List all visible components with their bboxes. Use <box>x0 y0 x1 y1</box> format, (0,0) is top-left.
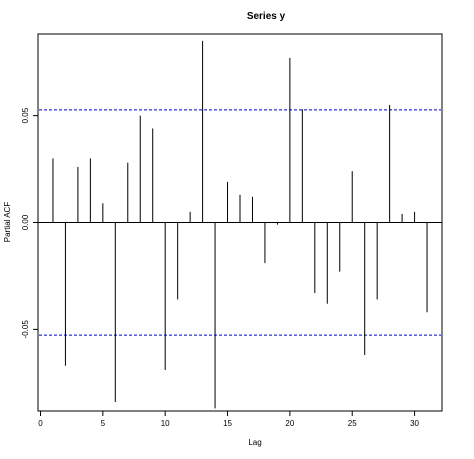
y-axis-label: Partial ACF <box>3 202 12 243</box>
y-tick-label: 0.00 <box>21 214 30 230</box>
x-tick-label: 20 <box>285 419 294 428</box>
x-tick-label: 0 <box>38 419 43 428</box>
x-tick-label: 15 <box>223 419 232 428</box>
y-tick-label: -0.05 <box>21 320 30 339</box>
x-axis-label: Lag <box>248 438 261 447</box>
y-tick-label: 0.05 <box>21 107 30 123</box>
y-axis: -0.05 0.00 0.05 <box>21 107 38 338</box>
x-tick-label: 30 <box>410 419 419 428</box>
x-tick-label: 5 <box>101 419 106 428</box>
chart-title: Series y <box>247 11 286 22</box>
x-axis: 0 5 10 15 20 25 30 <box>38 411 420 428</box>
pacf-bars <box>52 40 428 409</box>
confidence-lines <box>39 109 441 336</box>
x-tick-label: 10 <box>161 419 170 428</box>
x-tick-label: 25 <box>348 419 357 428</box>
